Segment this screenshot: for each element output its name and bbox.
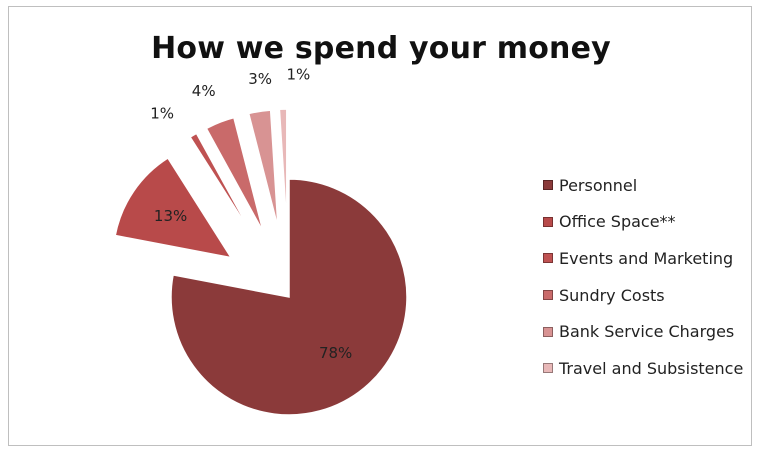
legend-swatch-6 — [543, 363, 553, 374]
slice-label-1: 78% — [319, 344, 352, 362]
legend-label-6: Travel and Subsistence — [559, 358, 744, 378]
legend-swatch-1 — [543, 180, 553, 191]
legend-swatch-3 — [543, 253, 553, 264]
legend-swatch-5 — [543, 326, 553, 337]
slice-label-3: 1% — [150, 105, 174, 123]
chart-title: How we spend your money — [151, 31, 611, 66]
pie-slice-6 — [278, 108, 288, 228]
legend-label-2: Office Space** — [559, 212, 676, 232]
legend-label-5: Bank Service Charges — [559, 322, 735, 342]
legend-label-3: Events and Marketing — [559, 248, 734, 268]
legend-swatch-4 — [543, 290, 553, 301]
pie-slice-4 — [205, 116, 264, 233]
legend-item-2: Office Space** — [543, 204, 743, 241]
pie-slice-1 — [170, 178, 408, 416]
pie-slice-5 — [247, 109, 279, 229]
pie-slice-2 — [114, 156, 233, 259]
legend-item-3: Events and Marketing — [543, 240, 743, 277]
slice-label-6: 1% — [287, 66, 311, 84]
pie-chart: 78% 13% 1% 4% 3% 1% — [114, 66, 408, 416]
chart-frame: How we spend your money 78% 13% 1% 4% 3% 1% P… — [8, 6, 752, 446]
legend-item-4: Sundry Costs — [543, 277, 743, 314]
legend-item-5: Bank Service Charges — [543, 313, 743, 350]
legend-label-1: Personnel — [559, 175, 638, 195]
chart-legend: Personnel Office Space** Events and Market… — [543, 167, 743, 387]
slice-label-2: 13% — [154, 207, 187, 225]
slice-label-5: 3% — [248, 70, 272, 88]
slice-label-4: 4% — [192, 82, 216, 100]
pie-slice-3 — [189, 132, 255, 238]
legend-label-4: Sundry Costs — [559, 285, 665, 305]
legend-item-1: Personnel — [543, 167, 743, 204]
legend-swatch-2 — [543, 216, 553, 227]
legend-item-6: Travel and Subsistence — [543, 350, 743, 387]
